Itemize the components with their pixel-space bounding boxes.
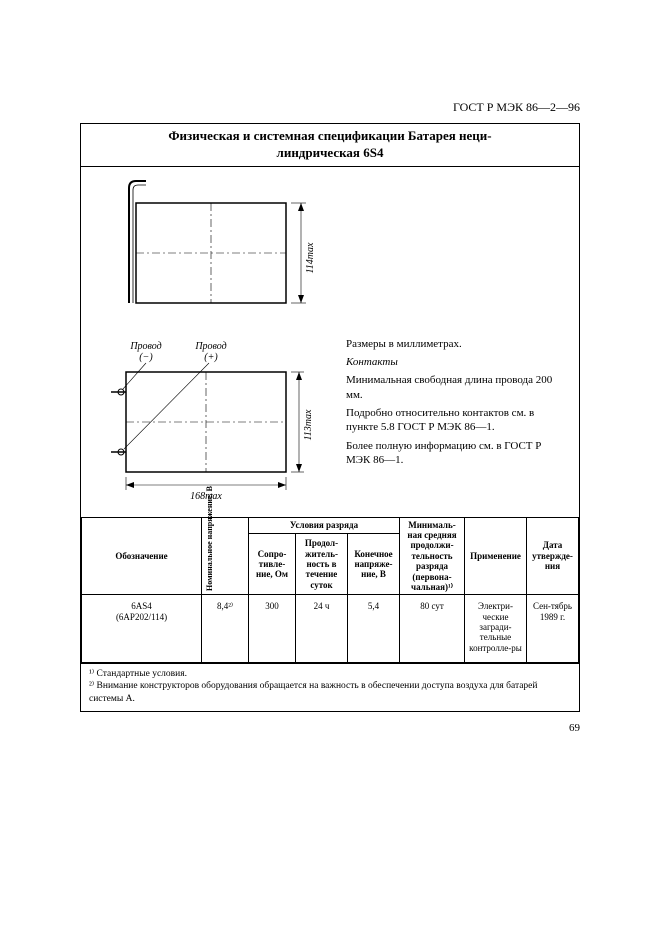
diagram-area: 114max Провод (−) Провод (+) <box>81 167 579 517</box>
cell-date: Сен-тябрь 1989 г. <box>527 595 579 663</box>
spec-frame: Физическая и системная спецификации Бата… <box>80 123 580 712</box>
footnotes: ¹⁾ Стандартные условия. ²⁾ Внимание конс… <box>81 663 579 711</box>
cell-designation-1: 6AS4 <box>131 601 152 611</box>
th-nominal-voltage: Номинальное напряжение, В <box>202 517 249 594</box>
cell-duration: 24 ч <box>296 595 348 663</box>
spec-table: Обозначение Номинальное напряжение, В Ус… <box>81 517 579 663</box>
wire-neg-label: Провод <box>129 341 161 352</box>
side-notes: Размеры в миллиметрах. Контакты Минималь… <box>346 337 556 471</box>
footnote-1: ¹⁾ Стандартные условия. <box>89 668 571 680</box>
table-row: 6AS4 (6AP202/114) 8,4²⁾ 300 24 ч 5,4 80 … <box>82 595 579 663</box>
dim-113: 113max <box>303 409 314 440</box>
th-designation: Обозначение <box>82 517 202 594</box>
page-number: 69 <box>80 722 580 734</box>
units-note: Размеры в миллиметрах. <box>346 337 556 351</box>
th-discharge-conditions: Условия разряда <box>249 517 400 533</box>
document-code: ГОСТ Р МЭК 86—2—96 <box>80 100 580 115</box>
cell-application: Электри-ческие загради-тельные контролле… <box>465 595 527 663</box>
footnote-2: ²⁾ Внимание конструкторов оборудования о… <box>89 680 571 705</box>
title-line1: Физическая и системная спецификации Бата… <box>168 128 491 143</box>
th-resistance: Сопро-тивле-ние, Ом <box>249 534 296 595</box>
spec-title: Физическая и системная спецификации Бата… <box>81 124 579 167</box>
cell-designation-2: (6AP202/114) <box>116 612 167 622</box>
contacts-header: Контакты <box>346 355 556 369</box>
cell-voltage: 8,4²⁾ <box>202 595 249 663</box>
th-duration: Продол-житель-ность в течение суток <box>296 534 348 595</box>
wire-pos-sign: (+) <box>204 352 218 363</box>
cell-min-avg: 80 сут <box>400 595 465 663</box>
cell-resistance: 300 <box>249 595 296 663</box>
contacts-note-1: Минимальная свободная длина провода 200 … <box>346 373 556 402</box>
wire-neg-sign: (−) <box>139 352 153 363</box>
figure-side-view: 114max <box>91 173 351 333</box>
wire-pos-label: Провод <box>194 341 226 352</box>
title-line2: линдрическая 6S4 <box>277 145 384 160</box>
dim-114: 114max <box>305 242 316 273</box>
contacts-note-2: Подробно относительно контактов см. в пу… <box>346 406 556 435</box>
figure-plan-view: Провод (−) Провод (+) <box>91 337 341 507</box>
th-application: Применение <box>465 517 527 594</box>
th-approval-date: Дата утвержде-ния <box>527 517 579 594</box>
th-final-voltage: Конечное напряже-ние, В <box>348 534 400 595</box>
cell-final-v: 5,4 <box>348 595 400 663</box>
th-min-avg: Минималь-ная средняя продолжи-тельность … <box>400 517 465 594</box>
more-info-note: Более полную информацию см. в ГОСТ Р МЭК… <box>346 439 556 468</box>
